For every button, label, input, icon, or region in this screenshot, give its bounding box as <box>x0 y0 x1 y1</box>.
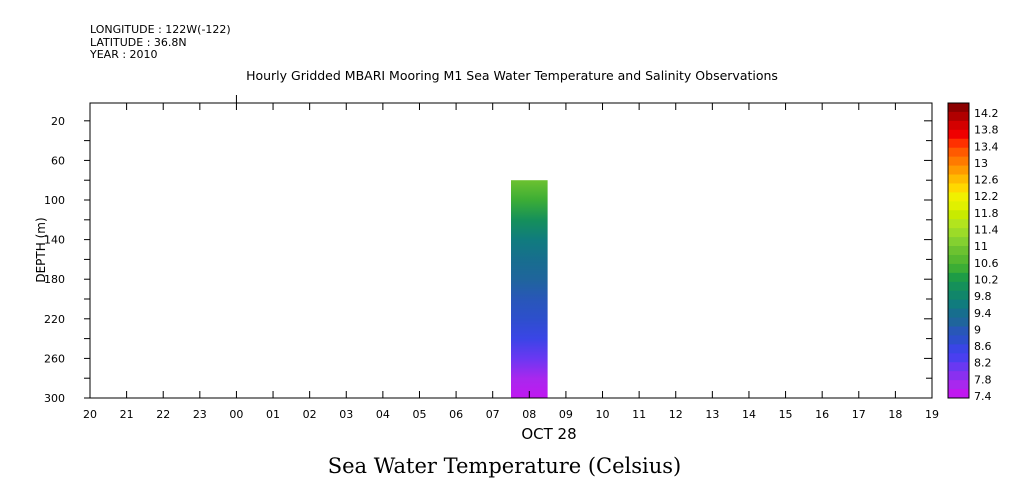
colorbar-label: 8.6 <box>974 340 992 353</box>
colorbar-swatch <box>948 362 969 372</box>
x-tick-label: 20 <box>83 408 97 421</box>
colorbar-swatch <box>948 210 969 220</box>
x-tick-label: 14 <box>742 408 756 421</box>
colorbar-swatch <box>948 308 969 319</box>
colorbar-swatch <box>948 353 969 363</box>
x-tick-label: 16 <box>815 408 829 421</box>
x-tick-label: 05 <box>412 408 426 421</box>
x-tick-label: 11 <box>632 408 646 421</box>
colorbar-swatch <box>948 183 969 193</box>
colorbar-swatch <box>948 219 969 229</box>
colorbar-swatch <box>948 192 969 202</box>
y-tick-label: 140 <box>44 234 65 247</box>
colorbar-swatch <box>948 165 969 176</box>
colorbar-swatch <box>948 335 969 345</box>
colorbar-label: 7.8 <box>974 373 992 386</box>
figure-caption: Sea Water Temperature (Celsius) <box>327 454 682 478</box>
colorbar-frame <box>947 102 970 399</box>
y-tick-label: 100 <box>44 194 65 207</box>
y-tick-label: 260 <box>44 352 65 365</box>
colorbar-label: 13 <box>974 157 988 170</box>
colorbar-swatch <box>948 281 969 292</box>
x-tick-label: 18 <box>888 408 902 421</box>
x-tick-label: 00 <box>229 408 243 421</box>
y-tick-label: 20 <box>51 115 65 128</box>
colorbar-label: 9 <box>974 323 981 336</box>
colorbar-swatch <box>948 129 969 140</box>
x-tick-label: 21 <box>120 408 134 421</box>
temperature-column <box>511 180 548 398</box>
latitude-label: LATITUDE : 36.8N <box>90 35 187 49</box>
chart-title: Hourly Gridded MBARI Mooring M1 Sea Wate… <box>246 68 778 83</box>
x-tick-label: 23 <box>193 408 207 421</box>
x-tick-label: 12 <box>669 408 683 421</box>
colorbar-label: 9.4 <box>974 307 992 320</box>
x-tick-label: 19 <box>925 408 939 421</box>
colorbar-label: 10.2 <box>974 274 999 287</box>
colorbar-swatch <box>948 201 969 211</box>
x-tick-label: 13 <box>705 408 719 421</box>
y-tick-label: 220 <box>44 313 65 326</box>
colorbar-swatch <box>948 103 969 113</box>
colorbar-label: 13.8 <box>974 124 999 137</box>
colorbar-label: 11.8 <box>974 207 999 220</box>
colorbar-swatch <box>948 380 969 390</box>
colorbar-swatch <box>948 156 969 167</box>
colorbar-swatch <box>948 389 969 399</box>
colorbar-swatch <box>948 174 969 184</box>
colorbar-swatch <box>948 344 969 354</box>
x-tick-label: 10 <box>596 408 610 421</box>
colorbar-swatch <box>948 138 969 149</box>
colorbar-swatch <box>948 237 969 247</box>
colorbar-label: 10.6 <box>974 257 999 270</box>
colorbar-swatch <box>948 299 969 310</box>
colorbar-label: 11.4 <box>974 224 999 237</box>
y-tick-label: 300 <box>44 392 65 405</box>
colorbar-swatch <box>948 111 969 122</box>
colorbar-swatch <box>948 272 969 283</box>
colorbar: 14.2 13.8 13.4 13 12.6 12.2 11.8 11.4 11 10.6 10.2… <box>947 102 999 403</box>
colorbar-swatch <box>948 147 969 158</box>
colorbar-label: 14.2 <box>974 107 999 120</box>
x-tick-label: 01 <box>266 408 280 421</box>
x-tick-label: 03 <box>339 408 353 421</box>
x-tick-label: 04 <box>376 408 390 421</box>
x-tick-label: 15 <box>779 408 793 421</box>
plot-frame <box>89 102 933 399</box>
colorbar-swatch <box>948 326 969 336</box>
x-tick-label: 17 <box>852 408 866 421</box>
y-tick-label: 60 <box>51 154 65 167</box>
colorbar-swatch <box>948 371 969 381</box>
x-tick-label: 08 <box>522 408 536 421</box>
colorbar-label: 12.6 <box>974 174 999 187</box>
colorbar-swatch <box>948 317 969 327</box>
longitude-label: LONGITUDE : 122W(-122) <box>90 23 231 36</box>
colorbar-label: 12.2 <box>974 190 999 203</box>
x-tick-label: 06 <box>449 408 463 421</box>
colorbar-label: 9.8 <box>974 290 992 303</box>
colorbar-swatch <box>948 120 969 131</box>
colorbar-label: 7.4 <box>974 390 992 403</box>
colorbar-label: 13.4 <box>974 140 999 153</box>
x-tick-label: 22 <box>156 408 170 421</box>
x-tick-label: 02 <box>303 408 317 421</box>
colorbar-label: 11 <box>974 240 988 253</box>
colorbar-swatch <box>948 290 969 301</box>
x-tick-label: 09 <box>559 408 573 421</box>
y-axis-label: DEPTH (m) <box>34 217 48 282</box>
x-axis-label: OCT 28 <box>521 425 576 443</box>
colorbar-swatch <box>948 254 969 265</box>
year-label: YEAR : 2010 <box>90 48 158 61</box>
axes-layer: 20 21 22 23 00 01 02 03 04 05 06 07 08 09 10 11 12 13 14 15… <box>44 95 939 421</box>
metadata-block: LONGITUDE : 122W(-122) LATITUDE : 36.8N … <box>90 23 231 62</box>
colorbar-label: 8.2 <box>974 357 992 370</box>
y-tick-label: 180 <box>44 273 65 286</box>
x-tick-label: 07 <box>486 408 500 421</box>
colorbar-swatch <box>948 246 969 256</box>
data-layer <box>511 180 548 398</box>
colorbar-swatch <box>948 228 969 238</box>
colorbar-swatch <box>948 263 969 274</box>
